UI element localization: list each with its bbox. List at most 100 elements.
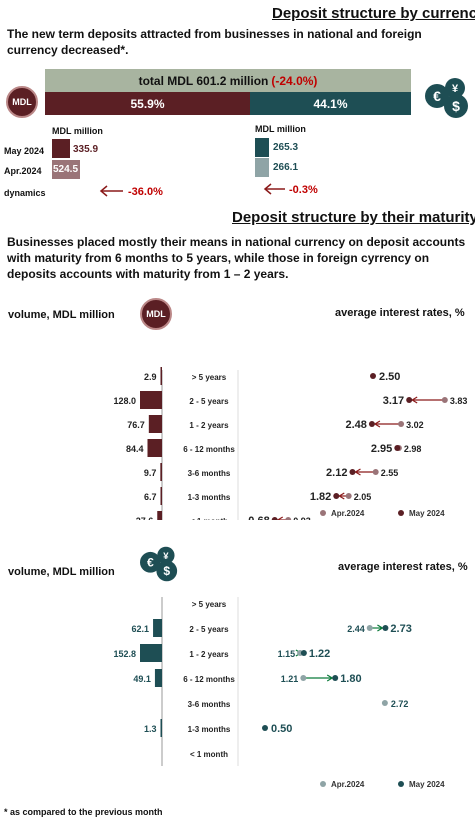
- rate-value-label: 1.21: [281, 674, 299, 684]
- currency-section-intro: The new term deposits attracted from bus…: [7, 27, 422, 57]
- footnote: * as compared to the previous month: [4, 807, 163, 817]
- maturity-category-label: > 5 years: [192, 600, 227, 609]
- maturity-category-label: 3-6 months: [188, 700, 231, 709]
- volume-value-label: 27.6: [136, 516, 154, 520]
- rate-value-label: 3.83: [450, 396, 468, 406]
- legend-may-marker: [398, 510, 404, 516]
- volume-bar: [160, 487, 162, 505]
- legend-may-label: May 2024: [409, 780, 445, 789]
- svg-text:$: $: [452, 98, 460, 114]
- maturity-category-label: 2 - 5 years: [189, 625, 229, 634]
- legend-apr-label: Apr.2024: [331, 509, 365, 518]
- volume-bar: [140, 644, 162, 662]
- fx-panel-currency-icon: € ¥ $: [140, 546, 178, 582]
- rate-value-label: 2.12: [326, 467, 347, 479]
- rate-value-label: 2.05: [354, 492, 372, 502]
- row-label-apr: Apr.2024: [4, 166, 42, 176]
- rate-value-label: 2.73: [390, 623, 411, 635]
- mdl-volume-label: volume, MDL million: [8, 309, 115, 321]
- rate-point-apr: [345, 493, 352, 499]
- fx-apr-bar: [255, 158, 269, 177]
- legend-apr-marker: [320, 781, 326, 787]
- maturity-category-label: < 1 month: [190, 750, 228, 759]
- mdl-share-value: 55.9%: [130, 96, 165, 111]
- rate-point-may: [370, 373, 376, 379]
- rate-value-label: 2.72: [391, 699, 409, 709]
- rate-point-may: [382, 625, 389, 631]
- legend-apr-marker: [320, 510, 326, 516]
- volume-value-label: 76.7: [127, 420, 145, 430]
- rate-point-may: [394, 445, 401, 451]
- mdl-may-bar: [52, 139, 70, 158]
- rate-point-may: [368, 421, 375, 427]
- rate-point-may: [349, 469, 356, 475]
- fx-share-bar: 44.1%: [250, 92, 411, 115]
- mdl-badge-text: MDL: [12, 97, 32, 107]
- maturity-category-label: 2 - 5 years: [189, 397, 229, 406]
- svg-text:$: $: [163, 564, 170, 578]
- foreign-currency-icon: € ¥ $: [425, 78, 468, 118]
- maturity-category-label: 3-6 months: [188, 469, 231, 478]
- mdl-apr-bar: [52, 160, 80, 179]
- maturity-section-title: Deposit structure by their maturity: [232, 209, 475, 226]
- mdl-panel-badge-text: MDL: [146, 309, 166, 319]
- total-label: total MDL 601.2 million: [138, 73, 269, 88]
- legend-may-marker: [398, 781, 404, 787]
- svg-text:€: €: [433, 88, 441, 104]
- rate-value-label: 2.44: [347, 624, 365, 634]
- rate-point-may: [300, 650, 307, 656]
- rate-point-may: [406, 397, 413, 403]
- rate-value-label: 0.93: [293, 516, 311, 520]
- rate-point-apr: [300, 675, 307, 681]
- volume-value-label: 84.4: [126, 444, 144, 454]
- fx-may-bar: [255, 138, 269, 157]
- currency-section-title: Deposit structure by currency: [272, 5, 475, 22]
- maturity-category-label: > 5 years: [192, 373, 227, 382]
- maturity-category-label: 1-3 months: [188, 493, 231, 502]
- volume-bar: [154, 669, 162, 687]
- volume-bar: [160, 719, 162, 737]
- volume-bar: [140, 391, 162, 409]
- total-change: (-24.0%): [271, 73, 318, 88]
- volume-value-label: 128.0: [113, 396, 136, 406]
- rate-point-apr: [366, 625, 373, 631]
- volume-value-label: 62.1: [132, 624, 150, 634]
- fx-rates-label: average interest rates, %: [338, 561, 468, 573]
- mdl-panel-currency-icon: MDL: [140, 298, 172, 330]
- fx-maturity-chart: > 5 years 2 - 5 years 62.1 2.44 2.73 1 - 2 ye…: [113, 597, 445, 789]
- maturity-category-label: 1 - 2 years: [189, 421, 229, 430]
- volume-value-label: 9.7: [144, 468, 157, 478]
- rate-value-label: 2.55: [381, 468, 399, 478]
- fx-volume-label: volume, MDL million: [8, 566, 115, 578]
- rate-change-arrow-head: [276, 516, 284, 520]
- rate-point-apr: [441, 397, 448, 403]
- mdl-rates-label: average interest rates, %: [335, 307, 465, 319]
- mdl-unit-label: MDL million: [52, 126, 103, 136]
- mdl-apr-value: 524.5: [53, 164, 79, 175]
- volume-bar: [157, 511, 162, 520]
- maturity-category-label: 6 - 12 months: [183, 445, 235, 454]
- svg-text:€: €: [147, 556, 154, 570]
- svg-text:¥: ¥: [163, 551, 169, 562]
- fx-unit-label: MDL million: [255, 124, 306, 134]
- mdl-dynamics-value: -36.0%: [128, 186, 163, 198]
- rate-point-apr: [285, 517, 292, 520]
- fx-may-value: 265.3: [273, 142, 299, 153]
- rate-value-label: 3.17: [383, 395, 404, 407]
- legend-may-label: May 2024: [409, 509, 445, 518]
- row-label-may: May 2024: [4, 146, 45, 156]
- volume-bar: [147, 439, 162, 457]
- rate-value-label: 2.48: [345, 419, 366, 431]
- volume-bar: [148, 415, 162, 433]
- mdl-may-value: 335.9: [73, 144, 99, 155]
- rate-point-apr: [372, 469, 379, 475]
- legend-apr-label: Apr.2024: [331, 780, 365, 789]
- rate-point-apr: [398, 421, 405, 427]
- rate-point-may: [262, 725, 268, 731]
- rate-value-label: 2.50: [379, 371, 400, 383]
- volume-value-label: 1.3: [144, 724, 157, 734]
- rate-point-may: [333, 493, 340, 499]
- maturity-section-intro: Businesses placed mostly their means in …: [7, 235, 466, 281]
- maturity-category-label: < 1 month: [190, 517, 228, 520]
- rate-point-may: [332, 675, 339, 681]
